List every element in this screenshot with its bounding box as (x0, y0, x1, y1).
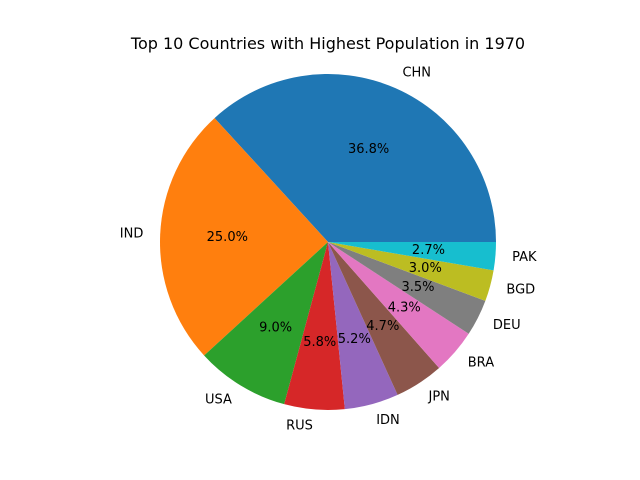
slice-label-jpn: JPN (427, 390, 449, 405)
slice-label-chn: CHN (402, 65, 431, 80)
pie-slice-bra (328, 242, 469, 369)
pie-slice-ind (159, 118, 328, 356)
pie-slice-deu (328, 242, 486, 334)
slice-label-bra: BRA (468, 355, 494, 370)
slice-label-rus: RUS (286, 419, 313, 434)
pie-slice-pak (328, 242, 497, 271)
slice-percent-idn: 5.2% (338, 332, 371, 347)
chart-title: Top 10 Countries with Highest Population… (130, 34, 525, 53)
slice-percent-jpn: 4.7% (366, 319, 399, 334)
slice-percent-usa: 9.0% (259, 321, 292, 336)
slice-percent-chn: 36.8% (348, 142, 389, 157)
pie-slices (159, 73, 497, 410)
slice-label-pak: PAK (512, 250, 537, 265)
pie-slice-idn (328, 242, 398, 410)
slice-label-bgd: BGD (506, 283, 535, 298)
pie-slice-bgd (328, 242, 494, 301)
pie-slice-chn (214, 73, 497, 242)
slice-percent-bgd: 3.0% (409, 261, 442, 276)
slice-percent-pak: 2.7% (412, 243, 445, 258)
slice-percent-ind: 25.0% (207, 230, 248, 245)
slice-percent-bra: 4.3% (388, 300, 421, 315)
pie-percent-labels: 36.8% 25.0% 9.0% 5.8% 5.2%4.7% 4.3% 3.5% 3.0% 2.… (207, 142, 445, 350)
slice-percent-deu: 3.5% (401, 280, 434, 295)
pie-slice-jpn (328, 242, 440, 395)
slice-label-deu: DEU (493, 318, 521, 333)
slice-label-usa: USA (205, 392, 232, 407)
slice-label-ind: IND (120, 226, 144, 241)
pie-labels: CHN IND USA RUS IDN JPN BRA DEU BGD PAK (120, 65, 537, 433)
slice-percent-rus: 5.8% (303, 335, 336, 350)
slice-label-idn: IDN (376, 413, 400, 428)
pie-slice-usa (204, 242, 328, 405)
pie-slice-rus (284, 242, 345, 410)
